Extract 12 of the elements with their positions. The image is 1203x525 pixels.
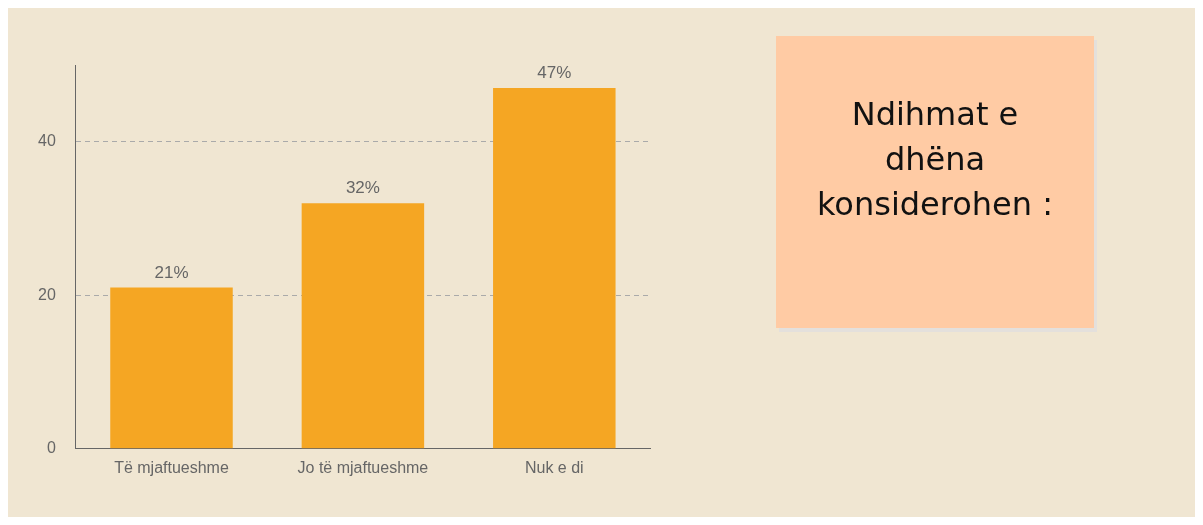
x-tick-label: Nuk e di	[524, 458, 584, 476]
x-tick-label: Të mjaftueshme	[114, 458, 229, 476]
x-tick-label: Jo të mjaftueshme	[297, 458, 429, 476]
bar	[493, 88, 616, 449]
bar	[110, 287, 233, 449]
y-tick-label: 0	[46, 439, 56, 457]
data-label: 32%	[345, 178, 380, 198]
y-tick-label: 20	[38, 285, 56, 303]
bar	[301, 203, 425, 449]
data-label: 47%	[537, 63, 572, 83]
data-label: 21%	[154, 262, 189, 282]
y-tick-label: 40	[38, 132, 56, 150]
